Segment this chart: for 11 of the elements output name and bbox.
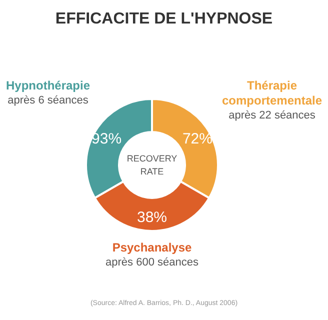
category-label: Hypnothérapie [6, 78, 90, 92]
text: après 22 séances [228, 110, 316, 122]
text: RECOVERY RATE [126, 154, 178, 176]
data-label: 38% [136, 209, 168, 226]
category-label: Psychanalyse [112, 240, 192, 254]
category-label: Thérapie comportementale [222, 78, 322, 108]
text: EFFICACITE DE L'HYPNOSE [55, 10, 273, 28]
data-label: 93% [92, 130, 122, 148]
text: après 6 séances [8, 94, 89, 106]
text: après 600 séances [106, 256, 199, 268]
data-label: 72% [182, 130, 212, 148]
